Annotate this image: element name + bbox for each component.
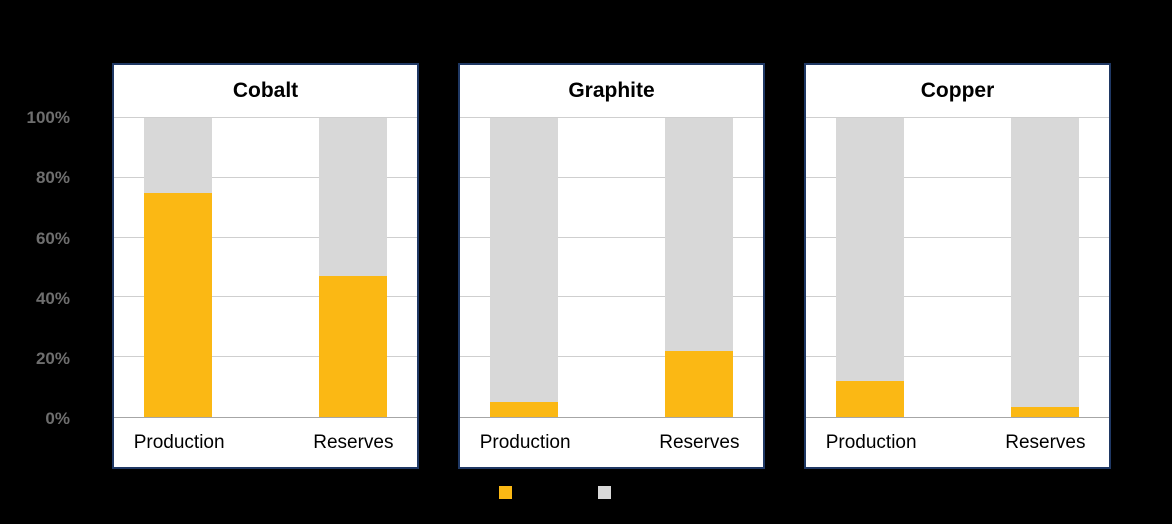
yellow-segment (664, 351, 733, 417)
chart-panel-graphite: Graphite Production Reserves (458, 63, 765, 469)
gridline (806, 236, 1109, 238)
gray-segment (490, 118, 559, 403)
panel-title: Copper (920, 79, 995, 102)
stacked-bar-production (836, 118, 905, 417)
gray-segment (836, 118, 905, 382)
stacked-bar-reserves (664, 118, 733, 417)
yellow-segment (836, 381, 905, 417)
gray-segment (318, 118, 387, 277)
category-axis: Production Reserves (114, 418, 417, 467)
y-axis-tick-label: 0% (45, 409, 70, 428)
gridline (114, 176, 417, 178)
stacked-bar-reserves (318, 118, 387, 417)
plot-area (460, 117, 763, 418)
gridline (460, 176, 763, 178)
gridline (460, 236, 763, 238)
gridline (806, 176, 1109, 178)
y-axis-tick-label: 60% (35, 229, 70, 248)
category-axis: Production Reserves (806, 418, 1109, 467)
stacked-bar-production (490, 118, 559, 417)
category-label-reserves: Reserves (313, 431, 394, 453)
yellow-segment (144, 192, 213, 417)
panel-title: Graphite (568, 79, 655, 102)
stacked-bar-production (144, 118, 213, 417)
gray-segment (144, 118, 213, 193)
gray-segment (664, 118, 733, 352)
plot-area (806, 117, 1109, 418)
chart-panel-copper: Copper Production Reserves (804, 63, 1111, 469)
y-axis: 100% 80% 60% 40% 20% 0% (14, 0, 70, 524)
gridline (460, 356, 763, 358)
panel-title: Cobalt (232, 79, 299, 102)
yellow-segment (1010, 406, 1079, 417)
category-label-reserves: Reserves (659, 431, 740, 453)
gridline (806, 296, 1109, 298)
gridline (114, 356, 417, 358)
stacked-bar-reserves (1010, 118, 1079, 417)
yellow-segment (318, 276, 387, 417)
gridline (114, 236, 417, 238)
gray-series-swatch (598, 486, 611, 499)
y-axis-tick-label: 100% (26, 108, 70, 127)
y-axis-tick-label: 80% (35, 168, 70, 187)
gridline (460, 296, 763, 298)
yellow-segment (490, 402, 559, 417)
y-axis-tick-label: 40% (35, 289, 70, 308)
gray-segment (1010, 118, 1079, 407)
chart-panel-cobalt: Cobalt Production Reserves (112, 63, 419, 469)
gridline (114, 296, 417, 298)
plot-area (114, 117, 417, 418)
yellow-series-swatch (499, 486, 512, 499)
y-axis-tick-label: 20% (35, 349, 70, 368)
category-label-production: Production (479, 431, 571, 453)
gridline (806, 356, 1109, 358)
category-label-production: Production (825, 431, 917, 453)
category-axis: Production Reserves (460, 418, 763, 467)
category-label-reserves: Reserves (1005, 431, 1086, 453)
category-label-production: Production (133, 431, 225, 453)
